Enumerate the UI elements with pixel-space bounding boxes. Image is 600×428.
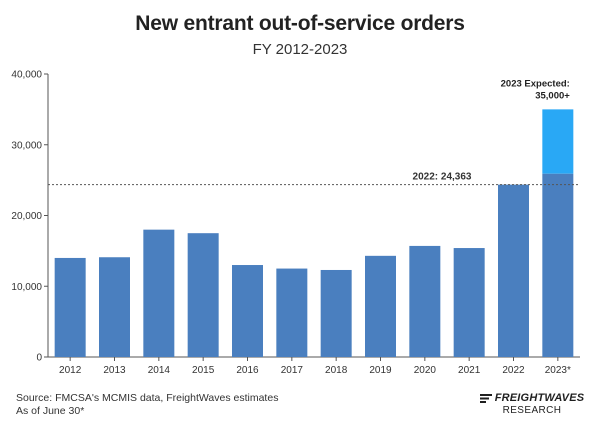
date-note: As of June 30* [16,405,85,417]
x-tick-label: 2016 [236,365,259,376]
x-tick-label: 2023* [545,365,571,376]
x-tick-label: 2014 [148,365,171,376]
bar [542,173,574,357]
x-tick-label: 2018 [325,365,348,376]
chart-title: New entrant out-of-service orders [135,12,465,35]
bar [453,248,485,357]
bar [143,229,175,357]
bar [187,233,219,357]
x-tick-label: 2012 [59,365,82,376]
logo-stripes-icon [479,393,492,403]
y-tick-label: 30,000 [11,140,42,151]
bar [54,257,86,357]
chart-subtitle: FY 2012-2023 [252,41,348,58]
x-tick-label: 2013 [103,365,126,376]
x-tick-label: 2021 [458,365,481,376]
bar-expected-segment [542,109,574,174]
x-tick-label: 2020 [414,365,437,376]
reference-line-label: 2022: 24,363 [413,172,472,183]
x-tick-label: 2017 [281,365,304,376]
bar [409,245,441,357]
y-tick-label: 40,000 [11,70,42,81]
y-tick-label: 20,000 [11,211,42,222]
bar [320,269,352,357]
y-tick-label: 0 [36,353,42,364]
expected-label-line2: 35,000+ [535,90,570,101]
logo-name: FREIGHTWAVES [494,392,585,404]
freightwaves-logo: FREIGHTWAVES RESEARCH [476,392,588,416]
bar [99,257,130,357]
y-tick-label: 10,000 [11,282,42,293]
bar [276,268,308,357]
bar [232,265,263,357]
bar [365,255,396,357]
x-tick-label: 2022 [502,365,525,376]
source-note: Source: FMCSA's MCMIS data, FreightWaves… [16,392,279,404]
x-tick-label: 2015 [192,365,215,376]
x-tick-label: 2019 [369,365,392,376]
expected-label-line1: 2023 Expected: [501,78,570,89]
bar [498,184,529,357]
logo-subtitle: RESEARCH [502,405,562,416]
footer-notes: Source: FMCSA's MCMIS data, FreightWaves… [16,392,278,418]
